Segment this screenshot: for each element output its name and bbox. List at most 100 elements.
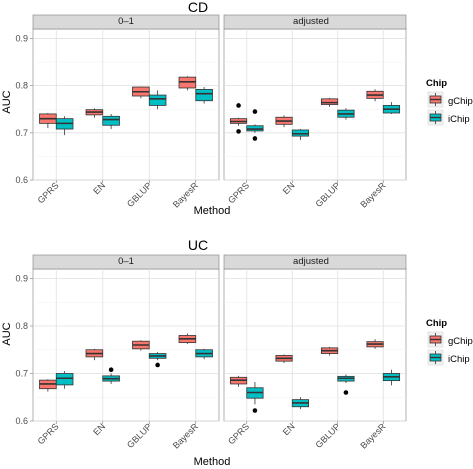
panel-background [223,28,407,181]
box-gchip-en [85,348,104,361]
x-tick-label: EN [281,421,297,437]
facet-strip-label: adjusted [293,256,329,267]
box-ichip-gprs [246,109,264,141]
panel-background [32,268,220,422]
chart-title: UC [188,237,208,253]
facet-strip [32,14,220,30]
outlier-point [155,362,160,368]
y-tick-label: 0.9 [15,274,28,284]
box-ichip-bayesr [195,348,213,360]
facet-strip-label: 0–1 [118,16,134,27]
box-body [320,98,339,105]
outlier-point [252,109,258,114]
y-tick-label: 0.7 [15,369,28,379]
box-gchip-gblup [320,97,339,107]
box-body [148,94,167,106]
outlier-point [236,129,241,134]
box-gchip-en [275,354,293,364]
box-gchip-bayesr [178,333,197,345]
panel-background [32,28,220,181]
x-tick-label: GPRS [226,180,251,205]
legend-label-ichip: iChip [448,354,470,365]
facet-strip [223,14,407,30]
chart-cd: CD AUC Method Chip gChip iChip 0–1 0.6 0.… [1,0,473,217]
y-axis-label: AUC [1,90,13,113]
x-axis-label: Method [194,205,231,217]
box-ichip-gprs [55,371,74,389]
box-ichip-bayesr [195,87,213,104]
legend-key-ichip [427,349,444,366]
legend-label-gchip: gChip [448,336,473,347]
chart-title: CD [188,0,208,15]
y-tick-label: 0.8 [15,81,28,91]
box-ichip-en [102,367,120,384]
legend-key-gchip [427,331,444,348]
facet-adjusted: adjusted GPRS EN GBLUP BayesR [223,254,407,451]
facet-strip-label: 0–1 [118,256,134,267]
facet-0-1: 0–1 0.6 0.7 0.8 0.9 GPRS EN GBLUP BayesR [15,254,220,451]
legend-key-gchip [427,91,444,108]
box-gchip-gblup [132,86,150,99]
box-body [102,115,120,126]
chart-uc: UC AUC Method Chip gChip iChip 0–1 0.6 0.… [1,237,473,468]
box-gchip-en [85,108,104,118]
x-tick-label: GPRS [36,421,61,446]
box-gchip-gprs [229,375,248,387]
x-tick-label: BayesR [358,180,388,210]
x-tick-label: EN [281,180,297,196]
box-gchip-en [275,115,293,128]
legend-title: Chip [426,318,447,329]
facet-strip-label: adjusted [293,16,329,27]
outlier-point [108,367,114,373]
y-tick-label: 0.7 [15,128,28,138]
box-body [55,373,74,386]
legend-label-gchip: gChip [448,96,473,107]
box-ichip-gblup [148,352,167,368]
legend-label-ichip: iChip [448,114,470,125]
x-tick-label: GPRS [36,180,61,205]
box-ichip-en [291,129,310,140]
outlier-point [343,390,349,395]
box-ichip-gblup [148,90,167,110]
x-axis-label: Method [194,456,231,468]
box-gchip-gprs [229,103,248,134]
box-ichip-bayesr [382,102,401,114]
outlier-point [252,136,258,141]
legend-key-ichip [427,109,444,126]
y-tick-label: 0.9 [15,33,28,43]
x-tick-label: EN [91,421,107,437]
x-tick-label: BayesR [358,421,388,451]
x-tick-label: EN [91,180,107,196]
box-ichip-bayesr [382,369,401,386]
box-ichip-gprs [246,382,264,413]
facet-strip [32,254,220,270]
box-gchip-bayesr [178,76,197,91]
box-ichip-gblup [337,374,355,395]
facet-strip [223,254,407,270]
box-gchip-gblup [320,346,339,356]
box-body [195,89,213,102]
outlier-point [236,103,241,108]
y-axis-label: AUC [1,322,13,345]
box-ichip-en [102,113,120,130]
box-gchip-bayesr [366,89,384,102]
x-tick-label: GBLUP [314,421,343,450]
x-tick-label: GPRS [226,421,251,446]
x-tick-label: BayesR [171,421,201,451]
facet-adjusted: adjusted GPRS EN GBLUP BayesR [223,14,407,210]
box-ichip-gprs [55,116,74,136]
box-gchip-bayesr [366,339,384,349]
y-tick-label: 0.6 [15,416,28,426]
x-tick-label: GBLUP [125,421,154,450]
box-ichip-gblup [337,108,355,120]
y-tick-label: 0.6 [15,175,28,185]
y-tick-label: 0.8 [15,321,28,331]
x-tick-label: GBLUP [125,180,154,209]
box-gchip-gblup [132,340,150,351]
x-tick-label: GBLUP [314,180,343,209]
legend-title: Chip [426,78,447,89]
box-ichip-en [291,397,310,410]
outlier-point [252,408,258,413]
